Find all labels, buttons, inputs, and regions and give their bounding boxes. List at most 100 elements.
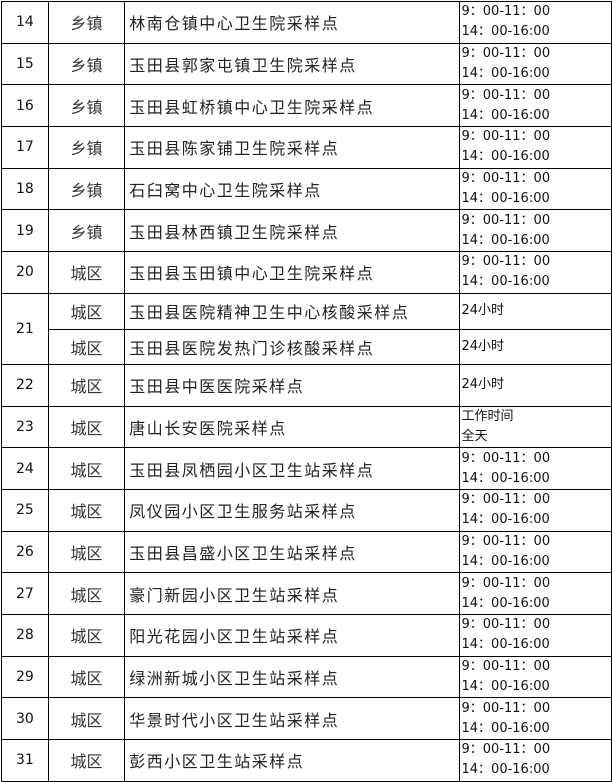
- row-number-cell: 26: [1, 530, 49, 574]
- table-row: 20 城区 玉田县玉田镇中心卫生院采样点 9：00-11：00 14：00-16:00: [1, 251, 612, 294]
- site-name-cell: 绿洲新城小区卫生站采样点: [124, 655, 460, 699]
- hours-line: 9：00-11：00: [461, 171, 551, 187]
- table-row: 25 城区 凤仪园小区卫生服务站采样点 9：00-11：00 14：00-16:00: [1, 488, 612, 532]
- table-row: 城区 玉田县医院发热门诊核酸采样点 24小时: [2, 328, 612, 365]
- table-row: 16 乡镇 玉田县虹桥镇中心卫生院采样点 9：00-11：00 14：00-16:00: [1, 84, 612, 128]
- hours-cell: 9：00-11：00 14：00-16:00: [458, 530, 612, 574]
- area-cell: 城区: [47, 530, 126, 574]
- hours-line: 9：00-11：00: [461, 129, 551, 145]
- area-cell: 城区: [47, 328, 126, 365]
- area-cell: 城区: [47, 739, 126, 782]
- site-name-cell: 玉田县中医医院采样点: [124, 363, 460, 407]
- site-name-cell: 玉田县陈家铺卫生院采样点: [124, 126, 460, 169]
- hours-line: 9：00-11：00: [461, 575, 551, 591]
- hours-line: 24小时: [461, 338, 505, 354]
- row-number-cell: 14: [1, 1, 49, 44]
- row-number-cell: 30: [1, 697, 49, 740]
- area-cell: 城区: [47, 572, 126, 615]
- hours-line: 24小时: [461, 303, 505, 319]
- hours-cell: 9：00-11：00 14：00-16:00: [458, 167, 612, 211]
- hours-line: 9：00-11：00: [461, 254, 551, 270]
- site-name-cell: 玉田县医院精神卫生中心核酸采样点: [124, 292, 460, 330]
- site-name-cell: 阳光花园小区卫生站采样点: [124, 613, 460, 657]
- hours-line: 14：00-16:00: [461, 470, 550, 486]
- area-cell: 城区: [47, 405, 126, 449]
- site-name-cell: 玉田县玉田镇中心卫生院采样点: [124, 251, 460, 294]
- site-name-cell: 华景时代小区卫生站采样点: [124, 697, 460, 740]
- site-name-cell: 唐山长安医院采样点: [124, 405, 460, 449]
- site-name-cell: 玉田县凤栖园小区卫生站采样点: [124, 447, 460, 490]
- area-cell: 乡镇: [47, 167, 126, 211]
- area-cell: 乡镇: [47, 209, 126, 253]
- hours-line: 9：00-11：00: [461, 46, 551, 62]
- row-number-cell: 18: [1, 167, 49, 211]
- hours-line: 24小时: [461, 377, 505, 393]
- area-cell: 乡镇: [47, 42, 126, 86]
- hours-line: 9：00-11：00: [461, 87, 551, 103]
- hours-cell: 9：00-11：00 14：00-16:00: [458, 42, 612, 86]
- hours-line: 14：00-16:00: [461, 149, 550, 165]
- table-row: 14 乡镇 林南仓镇中心卫生院采样点 9：00-11：00 14：00-16:00: [1, 1, 612, 44]
- hours-cell: 24小时: [458, 363, 612, 407]
- row-number-cell: 29: [1, 655, 49, 699]
- row-number-cell: 16: [1, 84, 49, 128]
- area-cell: 乡镇: [47, 1, 126, 44]
- hours-cell: 工作时间 全天: [458, 405, 612, 449]
- area-cell: 城区: [47, 251, 126, 294]
- hours-line: 9：00-11：00: [461, 617, 551, 633]
- table-row: 22 城区 玉田县中医医院采样点 24小时: [1, 363, 612, 407]
- site-name-cell: 彭西小区卫生站采样点: [124, 739, 460, 782]
- area-cell: 城区: [47, 613, 126, 657]
- table-row: 23 城区 唐山长安医院采样点 工作时间 全天: [1, 405, 612, 449]
- hours-line: 9：00-11：00: [461, 4, 551, 20]
- hours-cell: 9：00-11：00 14：00-16:00: [458, 1, 612, 44]
- hours-cell: 9：00-11：00 14：00-16:00: [458, 572, 612, 615]
- table-row: 31 城区 彭西小区卫生站采样点 9：00-11：00 14：00-16:00: [1, 739, 612, 782]
- row-number-cell: 31: [1, 739, 49, 782]
- row-number-cell: 20: [1, 251, 49, 294]
- area-cell: 乡镇: [47, 84, 126, 128]
- table-row: 26 城区 玉田县昌盛小区卫生站采样点 9：00-11：00 14：00-16:00: [1, 530, 612, 574]
- area-cell: 城区: [47, 447, 126, 490]
- hours-line: 14：00-16:00: [461, 191, 550, 207]
- site-name-cell: 玉田县昌盛小区卫生站采样点: [124, 530, 460, 574]
- row-number-cell: 27: [1, 572, 49, 615]
- row-number-cell: 25: [1, 488, 49, 532]
- hours-line: 9：00-11：00: [461, 450, 551, 466]
- hours-cell: 24小时: [458, 292, 612, 330]
- table-row: 28 城区 阳光花园小区卫生站采样点 9：00-11：00 14：00-16:00: [1, 613, 612, 657]
- site-name-cell: 玉田县医院发热门诊核酸采样点: [124, 328, 460, 365]
- table-row: 29 城区 绿洲新城小区卫生站采样点 9：00-11：00 14：00-16:00: [1, 655, 612, 699]
- hours-line: 全天: [461, 428, 488, 444]
- hours-cell: 9：00-11：00 14：00-16:00: [458, 488, 612, 532]
- site-name-cell: 石臼窝中心卫生院采样点: [124, 167, 460, 211]
- hours-line: 工作时间: [461, 408, 514, 424]
- row-number-cell: 22: [1, 363, 49, 407]
- hours-cell: 24小时: [458, 328, 612, 365]
- hours-line: 9：00-11：00: [461, 658, 551, 674]
- hours-line: 14：00-16:00: [461, 512, 550, 528]
- hours-line: 9：00-11：00: [461, 533, 551, 549]
- hours-cell: 9：00-11：00 14：00-16:00: [458, 613, 612, 657]
- hours-cell: 9：00-11：00 14：00-16:00: [458, 251, 612, 294]
- site-name-cell: 玉田县郭家屯镇卫生院采样点: [124, 42, 460, 86]
- hours-line: 14：00-16:00: [461, 762, 550, 778]
- row-number-cell: 15: [1, 42, 49, 86]
- hours-line: 14：00-16:00: [461, 24, 550, 40]
- area-cell: 乡镇: [47, 126, 126, 169]
- table-row: 30 城区 华景时代小区卫生站采样点 9：00-11：00 14：00-16:00: [1, 697, 612, 740]
- site-name-cell: 凤仪园小区卫生服务站采样点: [124, 488, 460, 532]
- hours-line: 14：00-16:00: [461, 107, 550, 123]
- table-row: 19 乡镇 玉田县林西镇卫生院采样点 9：00-11：00 14：00-16:00: [1, 209, 612, 253]
- hours-line: 9：00-11：00: [461, 700, 551, 716]
- row-number-cell: 17: [1, 126, 49, 169]
- hours-line: 14：00-16:00: [461, 720, 550, 736]
- hours-line: 9：00-11：00: [461, 742, 551, 758]
- hours-line: 14：00-16:00: [461, 66, 550, 82]
- area-cell: 城区: [47, 292, 126, 330]
- area-cell: 城区: [47, 655, 126, 699]
- hours-line: 9：00-11：00: [461, 212, 551, 228]
- row-number-cell: 24: [1, 447, 49, 490]
- table-row: 15 乡镇 玉田县郭家屯镇卫生院采样点 9：00-11：00 14：00-16:00: [1, 42, 612, 86]
